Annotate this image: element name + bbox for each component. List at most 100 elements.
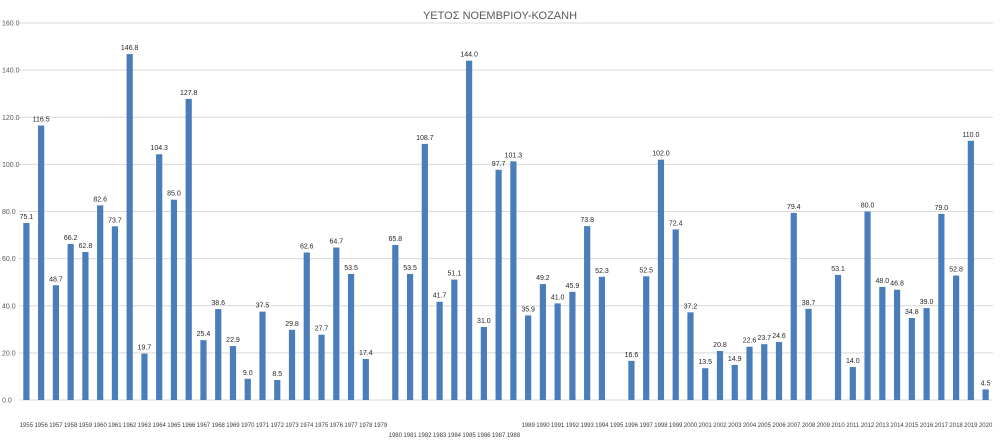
data-label: 37.2 — [684, 303, 698, 310]
data-label: 75.1 — [20, 214, 34, 221]
bar — [421, 143, 428, 401]
x-tick-label: 2016 — [920, 423, 934, 429]
data-label: 65.8 — [389, 236, 403, 243]
x-tick-label: 1976 — [330, 423, 344, 429]
bar — [657, 159, 665, 400]
data-label: 146.8 — [121, 45, 139, 52]
y-tick-label: 100.0 — [2, 162, 20, 169]
x-tick-label: 1958 — [64, 423, 78, 429]
bar — [908, 318, 915, 400]
data-label: 101.3 — [505, 152, 523, 159]
y-tick-label: 140.0 — [2, 68, 20, 75]
data-label: 79.0 — [935, 205, 949, 212]
x-tick-label: 2020 — [979, 423, 993, 429]
x-tick-label: 1966 — [182, 423, 196, 429]
data-label: 9.0 — [243, 370, 253, 377]
bar — [775, 342, 783, 400]
bar — [643, 276, 650, 400]
bar — [539, 284, 546, 400]
bar — [879, 286, 886, 400]
data-label: 48.0 — [876, 278, 890, 285]
data-label: 8.5 — [272, 371, 282, 378]
x-tick-label: 1970 — [241, 423, 255, 429]
bar — [52, 285, 59, 400]
data-label: 73.7 — [108, 217, 122, 224]
x-tick-label: 1967 — [197, 423, 211, 429]
x-tick-label: 2008 — [802, 423, 816, 429]
x-tick-label: 2009 — [817, 423, 831, 429]
bar — [259, 311, 266, 400]
x-tick-label: 1971 — [256, 423, 270, 429]
data-label: 41.0 — [551, 294, 565, 301]
x-tick-label: 1981 — [403, 433, 417, 439]
x-tick-label: 1961 — [108, 423, 122, 429]
bar — [761, 344, 768, 400]
bar — [170, 199, 178, 400]
x-tick-label: 2003 — [728, 423, 742, 429]
data-label: 102.0 — [652, 151, 670, 158]
x-tick-label: 1993 — [580, 423, 594, 429]
x-tick-label: 2018 — [949, 423, 963, 429]
x-tick-label: 2000 — [684, 423, 698, 429]
bar — [790, 212, 797, 400]
data-label: 39.0 — [920, 299, 934, 306]
data-label: 85.0 — [167, 191, 181, 198]
y-axis-ticks: 0.0 20.0 40.0 60.0 80.0 100.0 120.0 140.0 160.0 — [2, 21, 20, 405]
x-tick-label: 2007 — [787, 423, 801, 429]
data-label: 62.8 — [79, 243, 93, 250]
data-label: 4.5 — [981, 380, 991, 387]
bar — [126, 54, 133, 400]
bar — [716, 350, 724, 400]
data-label: 37.5 — [256, 303, 270, 310]
x-tick-label: 2011 — [846, 423, 860, 429]
data-label: 72.4 — [669, 220, 683, 227]
y-tick-label: 60.0 — [2, 256, 16, 263]
data-label: 41.7 — [433, 293, 447, 300]
data-label: 38.7 — [802, 300, 816, 307]
x-tick-label: 1984 — [448, 433, 462, 439]
data-label: 51.1 — [448, 271, 462, 278]
bar — [480, 326, 487, 400]
y-tick-label: 40.0 — [2, 303, 16, 310]
x-tick-label: 1975 — [315, 423, 329, 429]
bar — [982, 389, 989, 400]
x-tick-label: 1998 — [654, 423, 668, 429]
bar — [864, 211, 871, 400]
data-label: 48.7 — [49, 276, 63, 283]
data-label: 52.8 — [949, 267, 963, 274]
x-tick-label: 1999 — [669, 423, 683, 429]
bar — [67, 244, 74, 400]
y-tick-label: 160.0 — [2, 21, 20, 28]
x-tick-label: 2001 — [699, 423, 713, 429]
x-tick-label: 1974 — [300, 423, 314, 429]
x-tick-label: 1987 — [492, 433, 506, 439]
data-label: 79.4 — [787, 204, 801, 211]
bar — [834, 274, 842, 400]
x-tick-label: 1978 — [359, 423, 373, 429]
data-label: 35.9 — [521, 306, 535, 313]
bar — [967, 140, 974, 400]
data-label: 104.3 — [150, 145, 168, 152]
bar — [333, 247, 340, 400]
data-label: 53.1 — [831, 266, 845, 273]
x-tick-label: 1989 — [521, 423, 535, 429]
x-tick-label: 1972 — [271, 423, 285, 429]
data-label: 82.6 — [93, 196, 107, 203]
x-tick-label: 2012 — [861, 423, 875, 429]
data-label: 34.8 — [905, 309, 919, 316]
x-tick-label: 1955 — [20, 423, 34, 429]
x-tick-label: 1973 — [285, 423, 299, 429]
data-label: 17.4 — [359, 350, 373, 357]
data-label: 62.6 — [300, 243, 314, 250]
x-tick-label: 2010 — [831, 423, 845, 429]
x-tick-label: 2013 — [876, 423, 890, 429]
data-label: 110.0 — [962, 132, 979, 139]
data-label: 116.5 — [33, 116, 50, 123]
x-tick-label: 1985 — [462, 433, 476, 439]
bar — [672, 229, 679, 400]
bar — [569, 291, 576, 400]
gridlines — [19, 22, 993, 401]
bar — [362, 359, 369, 400]
data-label: 16.6 — [625, 352, 639, 359]
x-tick-label: 1957 — [49, 423, 63, 429]
